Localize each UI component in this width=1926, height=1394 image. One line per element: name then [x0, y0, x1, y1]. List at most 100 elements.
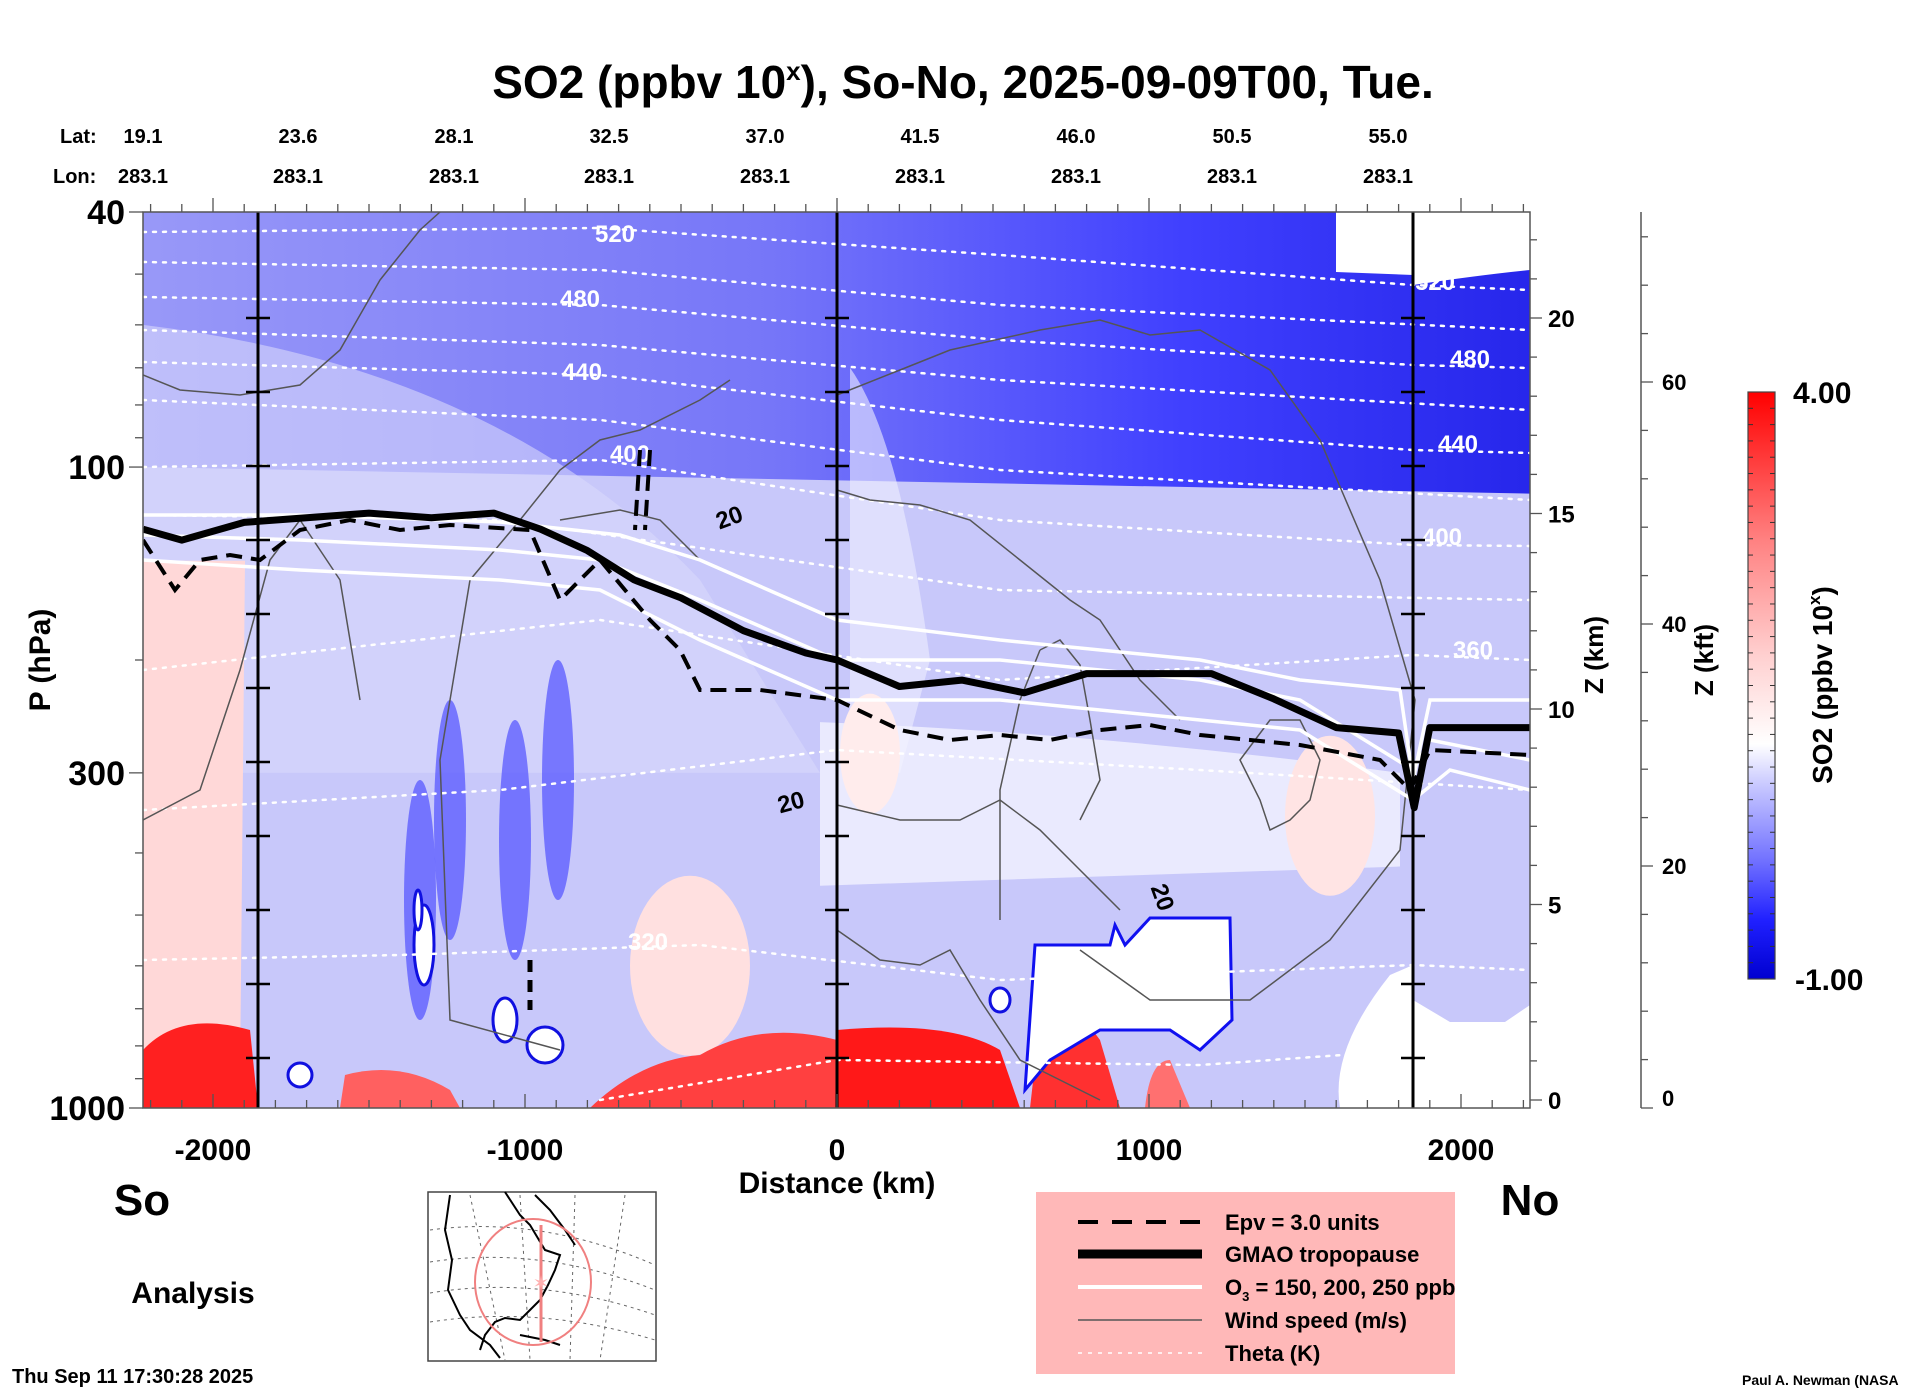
wind-speed-contour: [439, 379, 731, 1051]
theta-contour: [143, 398, 1530, 502]
legend-label: O3 = 150, 200, 250 ppb: [1225, 1275, 1455, 1304]
colorbar: 4.00 -1.00: [1747, 377, 1863, 997]
theta-label: 320: [628, 929, 668, 956]
field-red-blob: [837, 1027, 1020, 1108]
x-tick-label: 1000: [1116, 1134, 1183, 1167]
title-superscript: x: [786, 56, 801, 86]
wind-speed-contour: [836, 929, 1101, 1101]
wind-speed-contour: [1239, 719, 1321, 832]
epv-contour: [143, 517, 1530, 794]
lon-label: Lon:: [53, 166, 96, 188]
field-blue-rim-hole: [491, 996, 519, 1044]
theta-contour: [143, 360, 1530, 455]
x-tick-label: -1000: [487, 1134, 564, 1167]
z-kft-tick-label: 60: [1662, 370, 1686, 395]
lat-value: 32.5: [590, 126, 629, 148]
lon-value: 283.1: [1207, 166, 1257, 188]
lat-lon-header: Lat: Lon: 19.1 23.6 28.1 32.5 37.0 41.5 46.0 50.5…: [53, 126, 1413, 188]
z-kft-label: Z (kft): [1689, 624, 1719, 696]
title-main: SO2 (ppbv 10: [492, 56, 786, 108]
chart-title: SO2 (ppbv 10x), So-No, 2025-09-09T00, Tu…: [492, 56, 1434, 108]
theta-label: 440: [562, 359, 602, 386]
theta-label: 400: [610, 441, 650, 468]
lat-value: 55.0: [1369, 126, 1408, 148]
wind-speed-contour: [143, 212, 441, 396]
wind-speed-contour: [836, 489, 1181, 721]
theta-label: 520: [1415, 269, 1455, 296]
theta-label: 400: [1422, 524, 1462, 551]
lat-value: 41.5: [901, 126, 940, 148]
field-nodata: [1413, 212, 1530, 285]
wind-speed-contour: [559, 509, 701, 561]
field-blue-rim-hole: [988, 986, 1012, 1014]
y-tick-label: 300: [68, 755, 125, 793]
legend-label: GMAO tropopause: [1225, 1242, 1419, 1267]
theta-contour: [143, 943, 1530, 982]
colorbar-label-main: SO2 (ppbv 10: [1807, 605, 1838, 784]
map-center-star: ✶: [533, 1273, 550, 1295]
credit: Paul A. Newman (NASA: [1742, 1372, 1899, 1388]
y-tick-label: 100: [68, 449, 125, 487]
field-blue-rim-hole: [525, 1025, 565, 1065]
epv-contour: [633, 449, 652, 531]
theta-contour: [143, 226, 1530, 292]
north-label: No: [1501, 1176, 1560, 1225]
field-pink-patch: [630, 875, 750, 1056]
locator-map: ✶: [427, 1191, 657, 1362]
legend-label: Epv = 3.0 units: [1225, 1210, 1380, 1235]
tropopause-line: [143, 509, 1530, 812]
axes: -2000 -1000 0 1000 2000 40 100 300 1000 0 5 10 15 20 0…: [49, 194, 1686, 1167]
z-km-tick-label: 10: [1548, 697, 1575, 724]
field-nodata: [1336, 212, 1413, 275]
ozone-contour: [143, 533, 1530, 773]
field-white-band: [820, 722, 1400, 886]
y-tick-label: 1000: [49, 1090, 125, 1128]
colorbar-label: SO2 (ppbv 10x): [1805, 586, 1838, 784]
theta-contour: [143, 513, 1530, 602]
y-axis-label: P (hPa): [24, 609, 57, 712]
lat-value: 37.0: [746, 126, 785, 148]
colorbar-label-suffix: ): [1807, 586, 1838, 595]
field-red-blob: [143, 1023, 258, 1108]
y-tick-label: 40: [87, 194, 125, 232]
z-km-tick-label: 20: [1548, 306, 1575, 333]
x-tick-label: 0: [829, 1134, 846, 1167]
field-blue-streak: [434, 700, 466, 940]
z-km-tick-label: 0: [1548, 1088, 1561, 1115]
theta-contour: [143, 458, 1530, 548]
theta-label: 480: [560, 286, 600, 313]
theta-contour: [143, 260, 1530, 332]
theta-contour: [143, 618, 1530, 682]
lon-value: 283.1: [1051, 166, 1101, 188]
x-axis-label: Distance (km): [739, 1167, 936, 1200]
field-blue-rim-hole: [412, 888, 424, 932]
wind-speed-contour: [836, 319, 1416, 1001]
legend-label: Theta (K): [1225, 1341, 1320, 1366]
south-label: So: [114, 1176, 170, 1225]
map-coastline: [443, 1191, 576, 1359]
field-blue-rim-hole: [286, 1061, 314, 1089]
legend: Epv = 3.0 units GMAO tropopause O3 = 150, …: [1036, 1192, 1455, 1374]
field-nodata: [1338, 965, 1413, 1108]
z-km-tick-label: 15: [1548, 502, 1575, 529]
z-kft-tick-label: 20: [1662, 854, 1686, 879]
lon-value: 283.1: [118, 166, 168, 188]
colorbar-max-label: 4.00: [1793, 377, 1851, 410]
field-red-blob: [340, 1070, 460, 1108]
field-pink-patch: [1285, 735, 1375, 896]
lat-value: 19.1: [124, 126, 163, 148]
z-kft-tick-label: 40: [1662, 612, 1686, 637]
field-nodata: [1413, 1000, 1530, 1108]
lon-value: 283.1: [740, 166, 790, 188]
lon-value: 283.1: [273, 166, 323, 188]
lon-value: 283.1: [584, 166, 634, 188]
theta-label: 520: [595, 221, 635, 248]
x-tick-label: -2000: [175, 1134, 252, 1167]
wind-speed-contour: [999, 649, 1041, 920]
lon-value: 283.1: [895, 166, 945, 188]
theta-label: 360: [1453, 637, 1493, 664]
z-kft-tick-label: 0: [1662, 1086, 1674, 1111]
theta-contour: [143, 748, 1530, 812]
